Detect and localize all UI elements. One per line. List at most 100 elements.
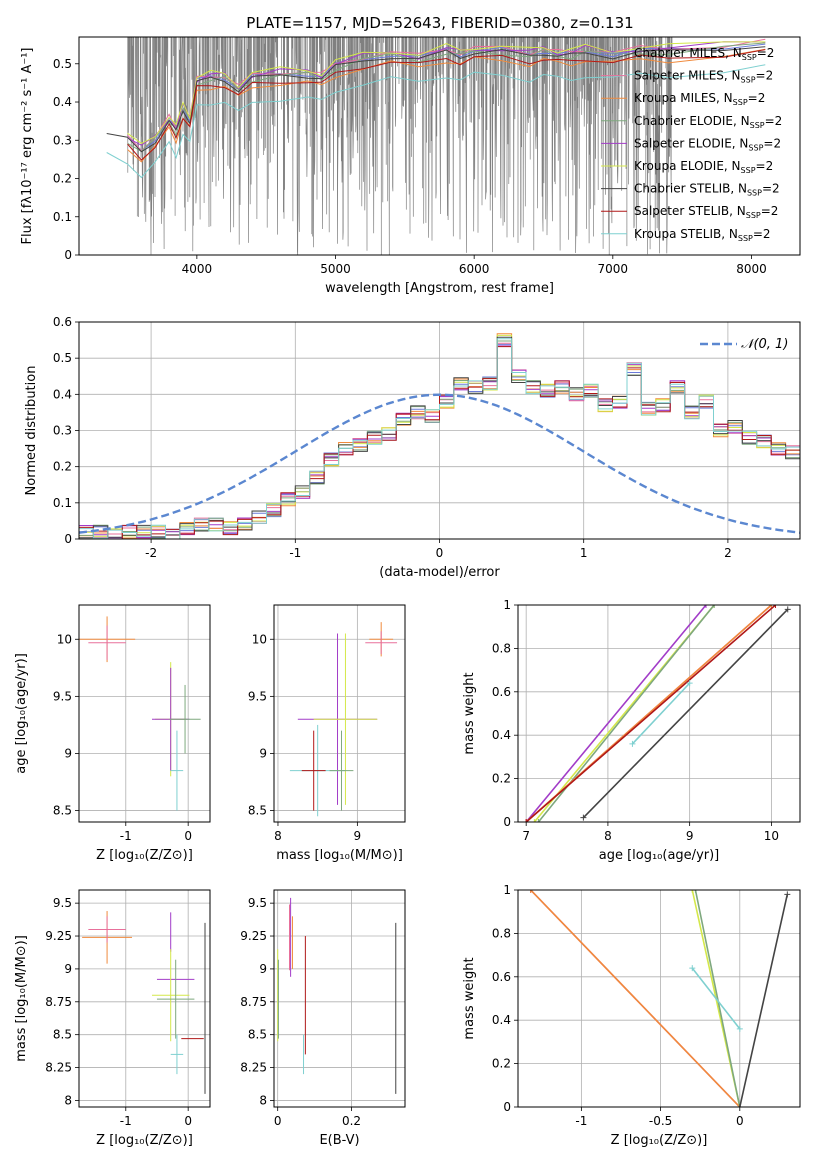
plot-area	[527, 890, 791, 1107]
legend-entry-text: Kroupa STELIB, N	[634, 227, 738, 241]
mass-weight-marker	[768, 605, 775, 608]
legend-entry-label: Kroupa ELODIE, NSSP=2	[634, 159, 773, 175]
legend-entry-text: Chabrier ELODIE, N	[634, 114, 750, 128]
axes-frame	[78, 36, 801, 256]
y-tick-label: 0.4	[492, 1013, 511, 1027]
plot-area	[523, 605, 791, 822]
legend-entry-label: Kroupa MILES, NSSP=2	[634, 91, 765, 107]
legend-entry-label: Kroupa STELIB, NSSP=2	[634, 227, 771, 243]
x-axis-label: Z [log₁₀(Z/Z⊙)]	[611, 1133, 708, 1148]
plot-area	[106, 37, 766, 255]
legend-entry-subscript: SSP	[748, 143, 763, 152]
legend-entry-suffix: =2	[753, 227, 771, 241]
legend-entry-label: Chabrier STELIB, NSSP=2	[634, 182, 780, 198]
x-tick-label: 9	[686, 829, 694, 843]
y-tick-label: 0.8	[492, 926, 511, 940]
y-tick-label: 0.4	[492, 728, 511, 742]
mass-weight-series	[629, 680, 693, 747]
mass-weight-line	[537, 605, 715, 822]
y-tick-label: 0.4	[53, 95, 72, 109]
legend-entry-text: Kroupa MILES, N	[634, 91, 733, 105]
legend-entry-label: Chabrier MILES, NSSP=2	[634, 46, 774, 62]
y-tick-label: 0.2	[53, 172, 72, 186]
x-tick-label: -1	[120, 1114, 132, 1128]
x-tick-label: 8	[604, 829, 612, 843]
mass-weight-line	[582, 608, 789, 819]
y-tick-label: 0.6	[492, 970, 511, 984]
legend-entry-suffix: =2	[757, 46, 775, 60]
legend-entry-label: Salpeter MILES, NSSP=2	[634, 69, 773, 85]
y-tick-label: 0	[503, 1100, 511, 1114]
mass-weight-marker	[736, 1025, 743, 1032]
age_vs_mass-panel: 8 9 8.5 9 9.5 10 mass [log₁₀(M/M⊙)]	[248, 604, 406, 863]
legend-entry-label: Salpeter ELODIE, NSSP=2	[634, 136, 781, 152]
y-tick-label: 8.25	[45, 1061, 72, 1075]
mass-weight-marker	[689, 890, 696, 893]
x-tick-label: 7	[522, 829, 530, 843]
plot-area	[289, 622, 398, 817]
y-tick-label: 9.5	[53, 896, 72, 910]
spectrum-panel: 4000 5000 6000 7000 8000 0 0.1 0.2 0.3 0.4 0.5 wave…	[20, 36, 801, 296]
model-spectrum-line	[127, 42, 766, 153]
y-tick-label: 1	[503, 883, 511, 897]
mass-weight-marker	[689, 965, 696, 972]
legend-entry-text: Salpeter STELIB, N	[634, 204, 746, 218]
legend-entry-suffix: =2	[762, 182, 780, 196]
mass-weight-marker	[692, 890, 699, 893]
mass-weight-series	[523, 605, 709, 822]
massweight_vs_Z-panel: -1 -0.5 0 0 0.2 0.4 0.6 0.8 1 Z [log₁₀(Z/Z⊙)] mass…	[462, 883, 801, 1148]
legend-entry-label: Chabrier ELODIE, NSSP=2	[634, 114, 782, 130]
data-point	[365, 631, 398, 655]
mass-weight-series	[527, 890, 743, 1107]
y-tick-label: 8.75	[240, 995, 267, 1009]
mass-weight-marker	[784, 606, 791, 613]
y-tick-label: 8.5	[53, 804, 72, 818]
legend-entry-label: Salpeter STELIB, NSSP=2	[634, 204, 778, 220]
legend-entry-text: Salpeter ELODIE, N	[634, 136, 748, 150]
model-spectrum-line	[127, 41, 766, 144]
axes-frame	[273, 889, 406, 1108]
x-tick-label: 9	[354, 829, 362, 843]
mass-weight-line	[631, 682, 691, 745]
y-tick-label: 9	[64, 962, 72, 976]
plots-layer: 4000 5000 6000 7000 800000.10.20.30.40.5wave…	[14, 36, 801, 1148]
x-tick-label: 0	[736, 1114, 744, 1128]
observed-spectrum-line	[127, 37, 673, 255]
mass-weight-line	[739, 894, 789, 1107]
y-axis-label: age [log₁₀(age/yr)]	[14, 653, 29, 774]
y-tick-label: 10	[57, 632, 72, 646]
y-tick-label: 0.2	[492, 1057, 511, 1071]
x-tick-label: 1	[580, 546, 588, 560]
y-tick-label: 9.5	[53, 689, 72, 703]
y-tick-label: 9	[259, 746, 267, 760]
mass-weight-marker	[531, 819, 538, 822]
legend-entry-suffix: =2	[763, 136, 781, 150]
mass-weight-marker	[686, 680, 693, 687]
legend-entry-text: Chabrier MILES, N	[634, 46, 742, 60]
plot-area	[79, 333, 800, 539]
legend-entry-subscript: SSP	[741, 76, 756, 85]
residual-histogram-step	[79, 338, 800, 539]
mass-weight-marker	[580, 814, 587, 821]
figure-title: PLATE=1157, MJD=52643, FIBERID=0380, z=0…	[246, 14, 633, 32]
data-point	[169, 684, 201, 754]
y-axis-label: Normed distribution	[24, 366, 39, 496]
y-tick-label: 8	[259, 1093, 267, 1107]
y-tick-label: 0.6	[53, 315, 72, 329]
x-tick-label: 10	[764, 829, 779, 843]
y-tick-label: 8.5	[53, 1028, 72, 1042]
axes-frame	[78, 889, 211, 1108]
residuals-panel: -2 -1 0 1 2 0 0.1 0.2 0.3 0.4 0.5 0.6 (data-model)/e…	[24, 315, 801, 580]
x-tick-label: 0	[274, 1114, 282, 1128]
data-point	[88, 916, 126, 943]
y-tick-label: 0.4	[53, 387, 72, 401]
x-axis-label: E(B-V)	[319, 1133, 359, 1148]
legend-entry-suffix: =2	[748, 91, 766, 105]
y-tick-label: 1	[503, 598, 511, 612]
x-axis-label: Z [log₁₀(Z/Z⊙)]	[96, 848, 193, 863]
mass-weight-series	[580, 606, 791, 821]
x-tick-label: 8	[274, 829, 282, 843]
mass-weight-marker	[772, 605, 779, 608]
legend-entry-suffix: =2	[756, 69, 774, 83]
y-tick-label: 0.2	[492, 772, 511, 786]
